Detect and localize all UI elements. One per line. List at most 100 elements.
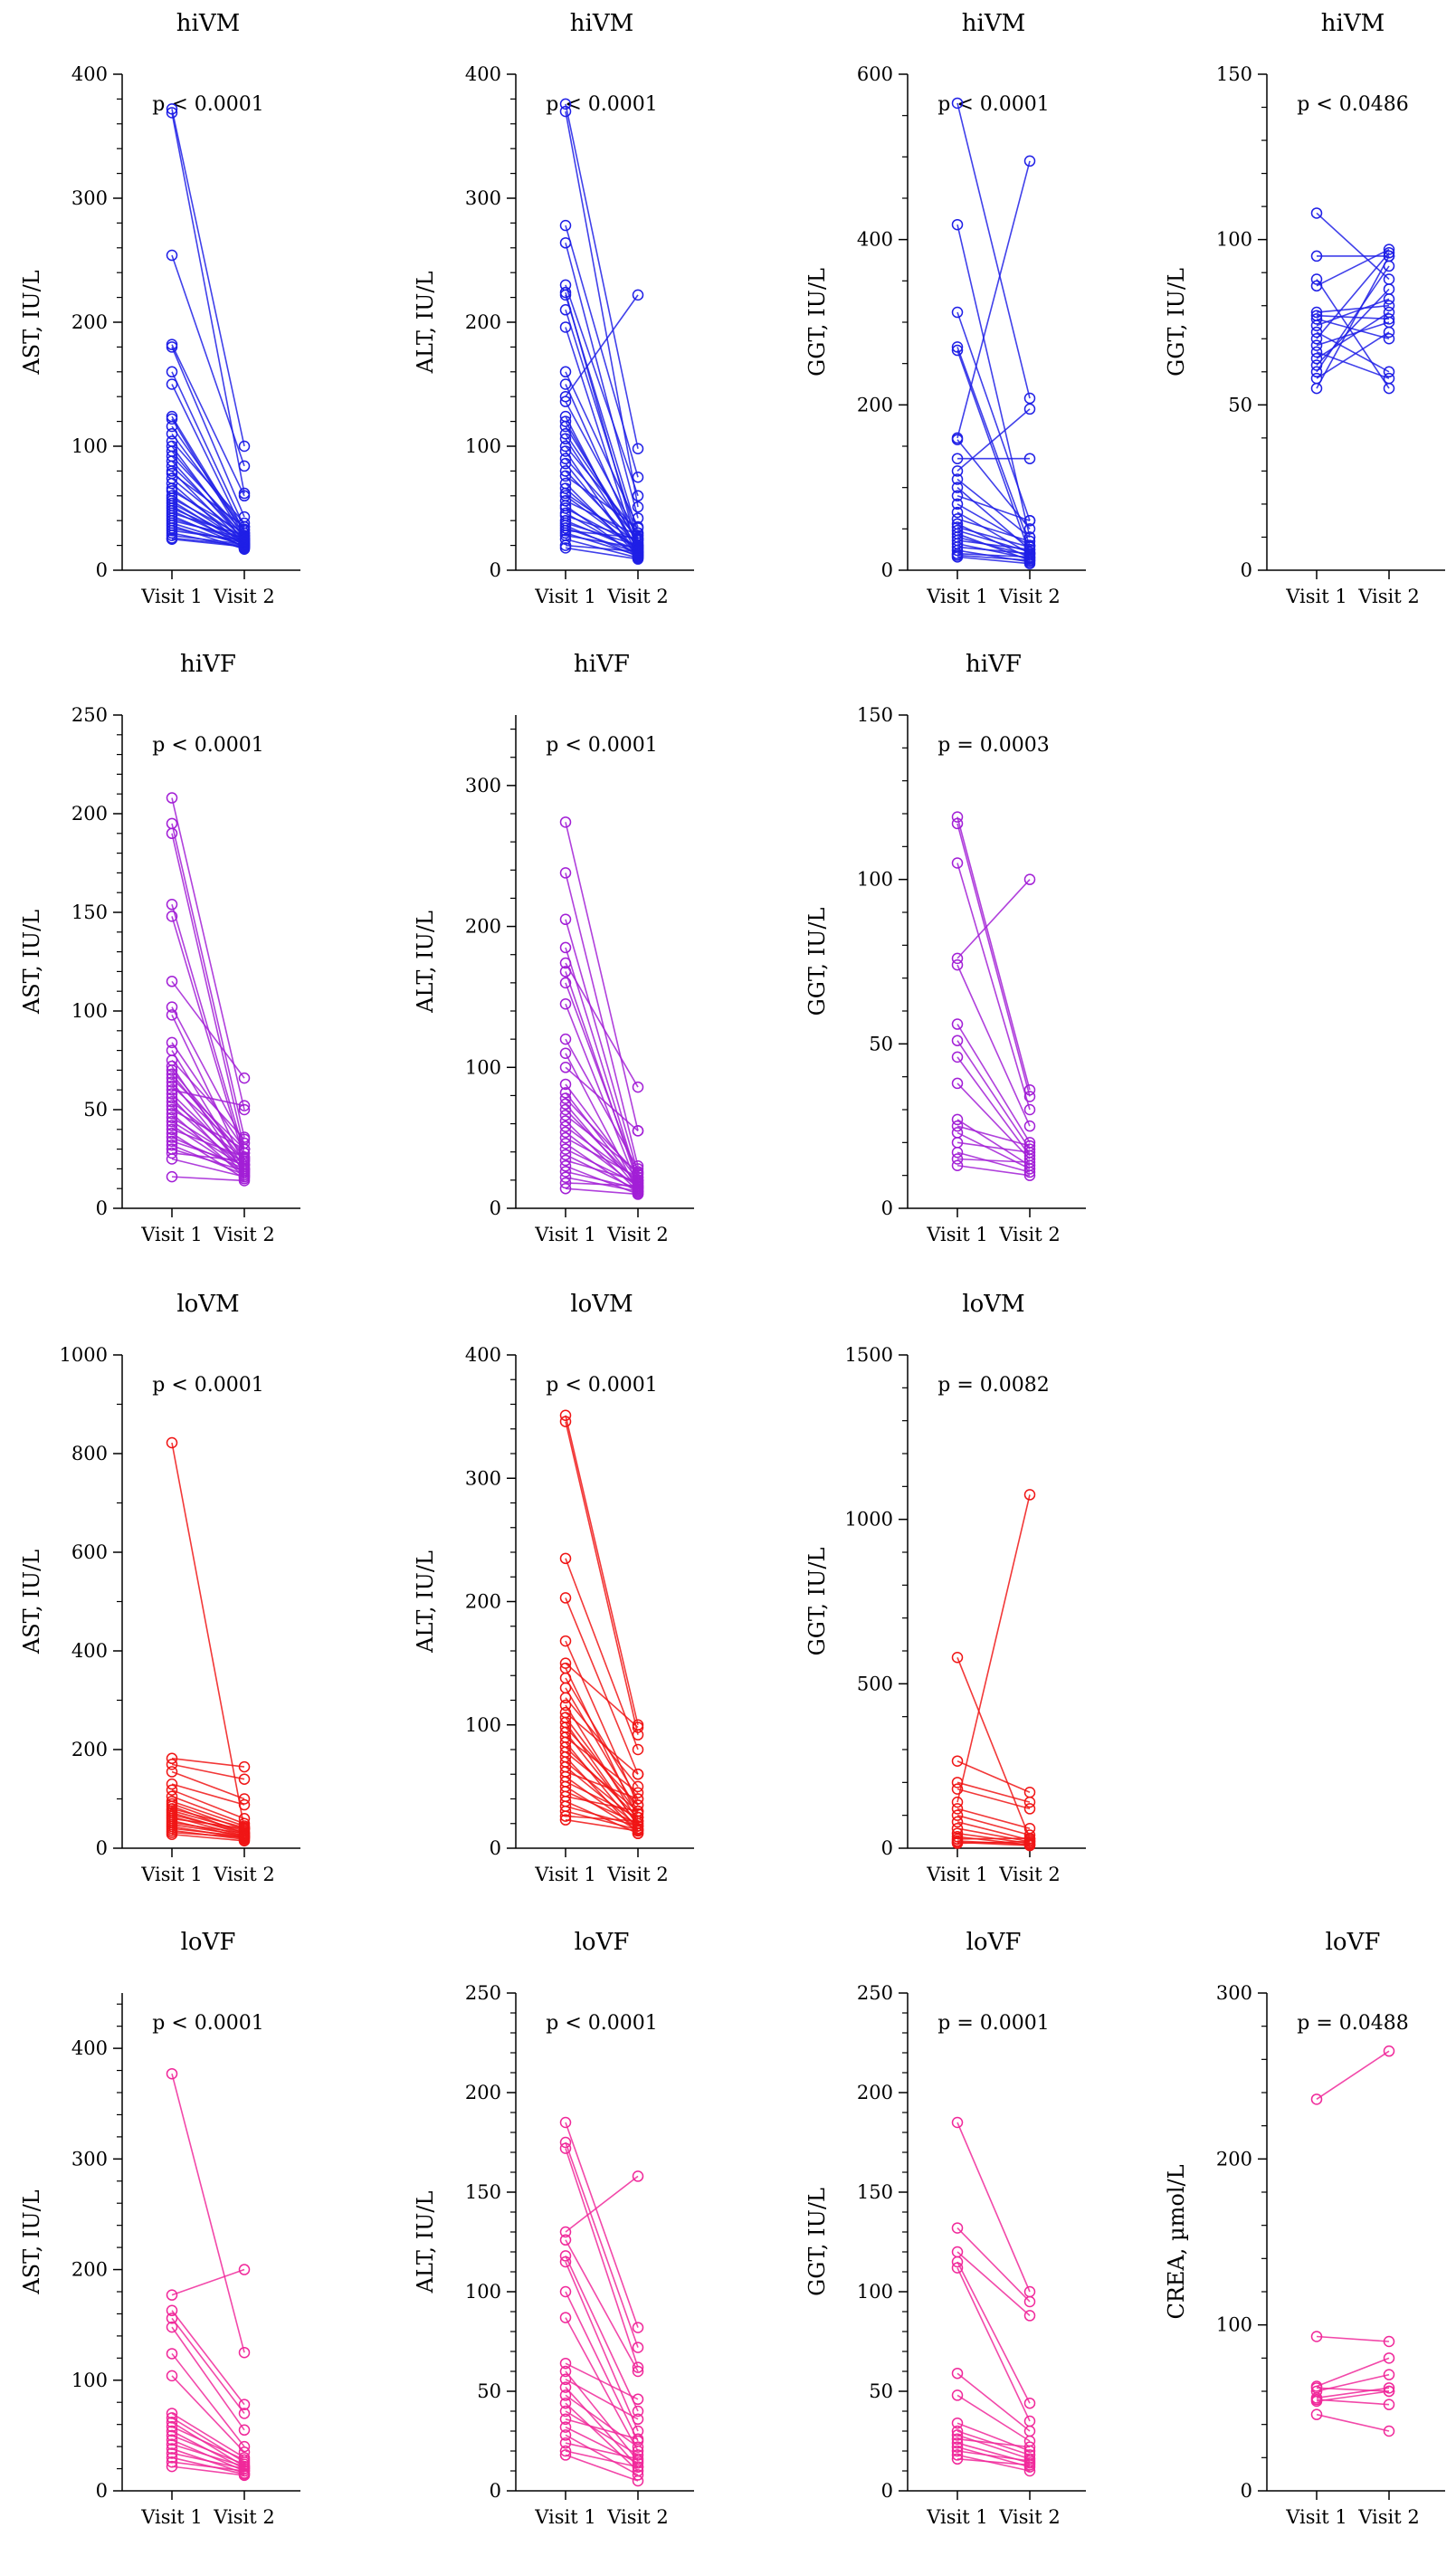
chart-panel: loVM p < 0.0001 0 100 200 300 400 Visit 1 Visit … xyxy=(413,1291,694,1885)
pair-line xyxy=(956,1040,1031,1150)
pair-line xyxy=(565,1114,639,1173)
pair-line xyxy=(956,347,1031,546)
visit2-point xyxy=(1383,333,1395,345)
visit2-point xyxy=(1023,523,1036,535)
visit1-point xyxy=(559,2429,572,2441)
visit2-point xyxy=(238,1760,251,1773)
pair-line xyxy=(171,1112,245,1178)
visit2-point xyxy=(238,2469,251,2482)
visit1-point xyxy=(559,2312,572,2323)
visit2-point xyxy=(238,2465,251,2477)
pair-line xyxy=(171,1158,245,1178)
y-tick-label: 100 xyxy=(1216,229,1252,251)
visit2-point xyxy=(238,2264,251,2275)
visit2-point xyxy=(1023,2397,1036,2409)
pair-line xyxy=(565,2291,639,2442)
chart-panel: loVM p < 0.0001 0 200 400 600 800 1000 Visit 1 Vi… xyxy=(19,1291,300,1885)
x-tick-label: Visit 2 xyxy=(998,1864,1060,1885)
y-tick-label: 400 xyxy=(465,1344,501,1366)
pair-line xyxy=(565,544,639,553)
visit2-point xyxy=(238,1072,251,1084)
pair-line xyxy=(171,522,245,547)
pair-line xyxy=(1316,2390,1390,2402)
visit1-point xyxy=(951,2445,964,2457)
visit1-point xyxy=(559,1121,572,1132)
y-tick-label: 100 xyxy=(1216,2314,1252,2336)
pair-line xyxy=(565,962,639,1088)
visit1-point xyxy=(559,966,572,978)
pair-line xyxy=(956,1494,1031,1803)
pair-line xyxy=(565,2239,639,2372)
visit1-point xyxy=(166,1076,178,1088)
visit1-point xyxy=(559,1078,572,1091)
visit1-point xyxy=(559,237,572,249)
pair-line xyxy=(956,2251,1031,2317)
pair-line xyxy=(956,2450,1031,2462)
visit1-point xyxy=(951,1018,964,1030)
pair-line xyxy=(956,518,1031,542)
pair-line xyxy=(956,102,1031,399)
visit2-point xyxy=(1023,1832,1036,1845)
y-tick-label: 200 xyxy=(71,1739,108,1760)
x-tick-label: Visit 1 xyxy=(926,1224,987,1245)
pair-line xyxy=(565,2141,639,2348)
visit1-point xyxy=(559,2116,572,2129)
visit2-point xyxy=(1383,326,1395,339)
pair-line xyxy=(171,1101,245,1160)
pair-line xyxy=(171,425,245,530)
visit2-point xyxy=(1023,1120,1036,1132)
pair-line xyxy=(565,2442,639,2460)
pair-line xyxy=(565,224,639,478)
visit1-point xyxy=(951,482,964,493)
visit1-point xyxy=(559,1552,572,1565)
visit1-point xyxy=(951,465,964,477)
visit1-point xyxy=(166,1111,178,1123)
visit2-point xyxy=(1383,2399,1395,2410)
visit1-point xyxy=(559,2445,572,2457)
y-tick-label: 0 xyxy=(96,2480,108,2502)
y-tick-label: 100 xyxy=(465,1714,501,1736)
chart-title: loVF xyxy=(966,1929,1022,1956)
pair-line xyxy=(1316,2387,1390,2399)
pair-line xyxy=(565,919,639,1174)
pair-line xyxy=(565,1558,639,1750)
pair-line xyxy=(171,1059,245,1140)
visit1-point xyxy=(951,1796,964,1808)
y-tick-label: 0 xyxy=(96,1837,108,1859)
visit1-point xyxy=(166,533,178,545)
visit1-point xyxy=(166,2460,178,2473)
x-tick-label: Visit 2 xyxy=(998,2506,1060,2528)
pair-line xyxy=(956,1056,1031,1157)
x-tick-label: Visit 2 xyxy=(213,1224,274,1245)
pair-line xyxy=(956,1082,1031,1160)
pair-line xyxy=(956,1119,1031,1167)
visit1-point xyxy=(559,1098,572,1111)
chart-title: hiVF xyxy=(574,651,630,678)
visit2-point xyxy=(1023,1796,1036,1808)
pair-line xyxy=(565,1780,639,1818)
y-tick-label: 0 xyxy=(490,1837,501,1859)
visit1-point xyxy=(951,2425,964,2437)
visit1-point xyxy=(559,2413,572,2426)
visit1-point xyxy=(1310,352,1323,365)
pair-line xyxy=(171,1176,245,1182)
visit1-point xyxy=(559,2381,572,2393)
pair-line xyxy=(565,1159,639,1183)
y-tick-label: 100 xyxy=(465,435,501,457)
visit2-point xyxy=(1383,2382,1395,2394)
visit1-point xyxy=(559,2397,572,2409)
pair-line xyxy=(956,408,1031,472)
visit2-point xyxy=(632,1743,644,1756)
pair-line xyxy=(171,109,245,447)
pair-line xyxy=(1316,265,1390,373)
visit2-point xyxy=(1023,1163,1036,1175)
visit2-point xyxy=(238,2454,251,2466)
visit1-point xyxy=(951,952,964,965)
pair-line xyxy=(565,2261,639,2432)
pair-line xyxy=(565,2410,639,2456)
visit2-point xyxy=(1023,1489,1036,1501)
visit2-point xyxy=(238,1143,251,1155)
visit1-point xyxy=(559,1177,572,1189)
y-tick-label: 600 xyxy=(857,63,893,85)
visit2-point xyxy=(1023,453,1036,464)
